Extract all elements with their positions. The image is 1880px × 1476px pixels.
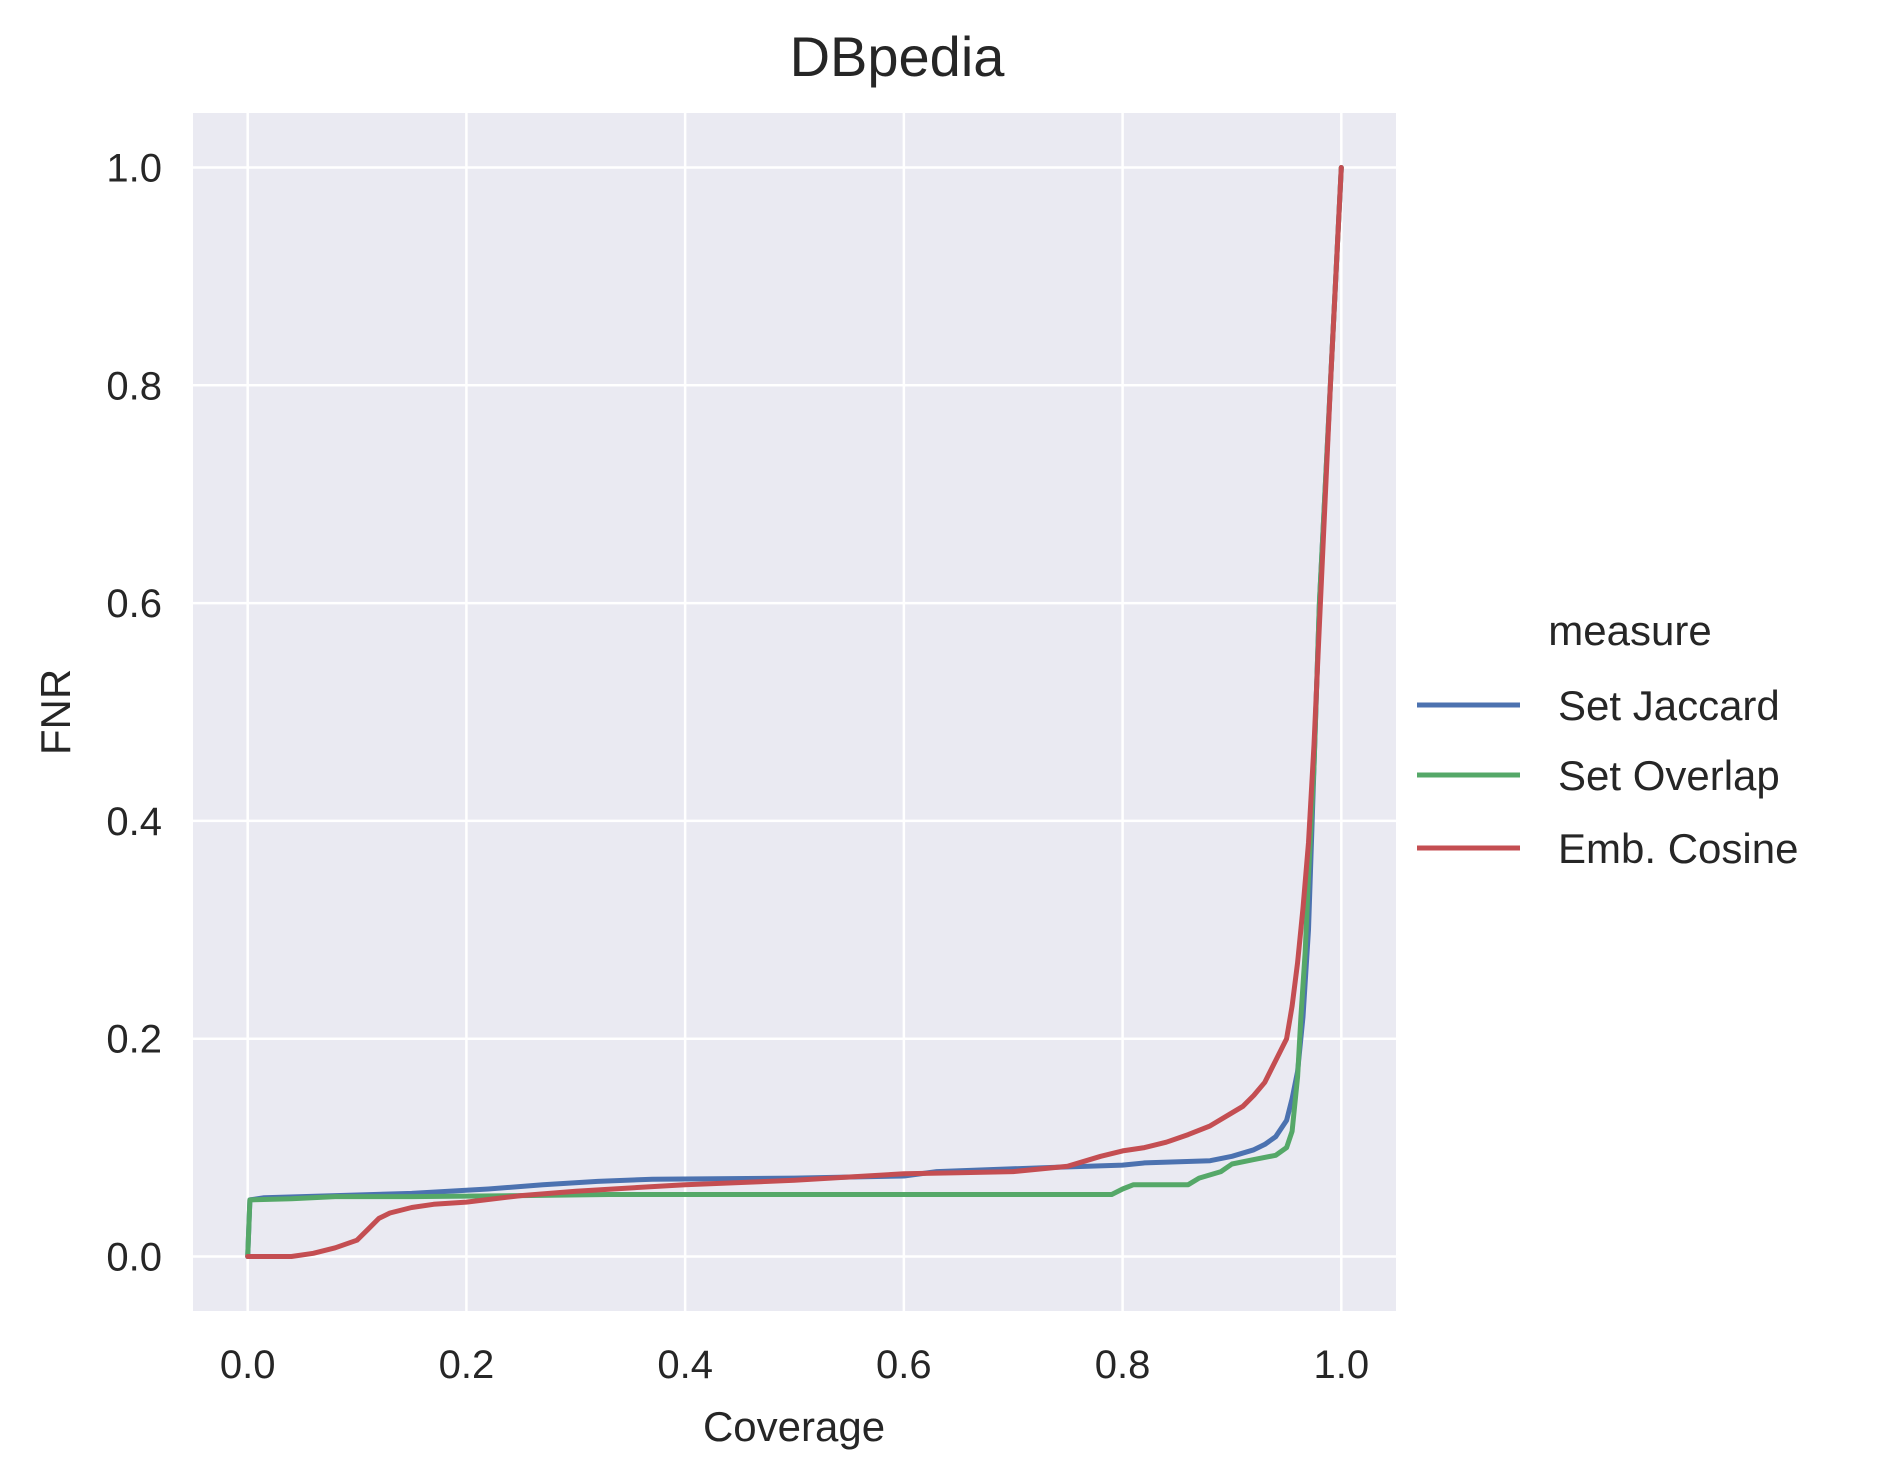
legend-label-set-overlap: Set Overlap: [1558, 752, 1780, 799]
y-tick-label: 0.6: [106, 582, 162, 626]
legend-items: Set Jaccard Set Overlap Emb. Cosine: [1417, 682, 1798, 872]
series-line-emb-cosine: [245, 165, 1344, 1259]
x-tick-label: 0.2: [439, 1343, 495, 1387]
series-line-set-overlap: [245, 165, 1344, 1259]
legend-label-set-jaccard: Set Jaccard: [1558, 682, 1780, 729]
legend-title: measure: [1548, 607, 1711, 654]
x-tick-labels: 0.0 0.2 0.4 0.6 0.8 1.0: [220, 1343, 1369, 1387]
x-tick-label: 0.6: [876, 1343, 932, 1387]
y-tick-label: 0.2: [106, 1018, 162, 1062]
y-axis-label: FNR: [32, 669, 79, 755]
grid-lines: [193, 113, 1396, 1311]
y-tick-label: 0.0: [106, 1236, 162, 1280]
legend-label-emb-cosine: Emb. Cosine: [1558, 825, 1798, 872]
y-tick-label: 0.4: [106, 800, 162, 844]
x-tick-label: 0.4: [657, 1343, 713, 1387]
y-tick-label: 0.8: [106, 364, 162, 408]
plot-area-background: [193, 113, 1396, 1311]
x-tick-label: 0.0: [220, 1343, 276, 1387]
y-tick-label: 1.0: [106, 146, 162, 190]
legend: measure Set Jaccard Set Overlap Emb. Cosin…: [1417, 607, 1798, 872]
series-lines: [245, 165, 1344, 1259]
x-axis-label: Coverage: [703, 1403, 885, 1450]
x-tick-label: 1.0: [1314, 1343, 1370, 1387]
y-tick-labels: 0.0 0.2 0.4 0.6 0.8 1.0: [106, 146, 162, 1279]
x-tick-label: 0.8: [1095, 1343, 1151, 1387]
chart-title: DBpedia: [790, 25, 1006, 88]
